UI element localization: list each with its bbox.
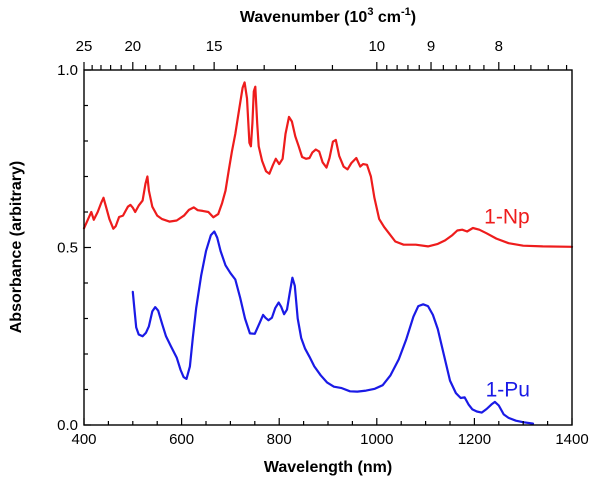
top-tick-label: 15 xyxy=(206,38,223,55)
y-axis-title: Absorbance (arbitrary) xyxy=(8,161,25,334)
top-axis-title-suffix: ) xyxy=(411,9,416,26)
bottom-x-axis: 400 600 800 1000 1200 1400 xyxy=(71,418,589,448)
top-tick-label: 25 xyxy=(76,38,93,55)
series-label-1-np: 1-Np xyxy=(484,205,530,228)
y-tick-label: 1.0 xyxy=(57,62,78,79)
x-tick-label: 600 xyxy=(169,431,194,448)
series-label-layer: 1-Np 1-Pu xyxy=(484,205,530,401)
top-axis-title: Wavenumber (103 cm-1) xyxy=(240,6,416,26)
series-line-1-np xyxy=(82,81,574,248)
top-tick-label: 10 xyxy=(368,38,385,55)
top-x-axis: 25 20 15 10 9 8 xyxy=(76,38,568,70)
series-line-1-pu xyxy=(131,230,535,425)
top-tick-label: 8 xyxy=(495,38,503,55)
top-axis-title-sup1: 3 xyxy=(367,6,373,18)
top-axis-title-mid: cm xyxy=(373,9,401,26)
x-tick-label: 400 xyxy=(71,431,96,448)
top-tick-label: 9 xyxy=(427,38,435,55)
x-tick-label: 1200 xyxy=(458,431,491,448)
series-layer xyxy=(82,81,574,425)
y-tick-label: 0.5 xyxy=(57,240,78,257)
x-tick-label: 1400 xyxy=(555,431,588,448)
x-axis-title: Wavelength (nm) xyxy=(264,459,392,476)
plot-frame xyxy=(83,69,573,426)
series-label-1-pu: 1-Pu xyxy=(486,379,530,402)
top-axis-title-prefix: Wavenumber (10 xyxy=(240,9,368,26)
left-y-axis: 0.0 0.5 1.0 xyxy=(57,62,91,434)
top-axis-title-sup2: -1 xyxy=(401,6,411,18)
y-tick-label: 0.0 xyxy=(57,417,78,434)
top-tick-label: 20 xyxy=(124,38,141,55)
x-tick-label: 1000 xyxy=(360,431,393,448)
x-tick-label: 800 xyxy=(267,431,292,448)
